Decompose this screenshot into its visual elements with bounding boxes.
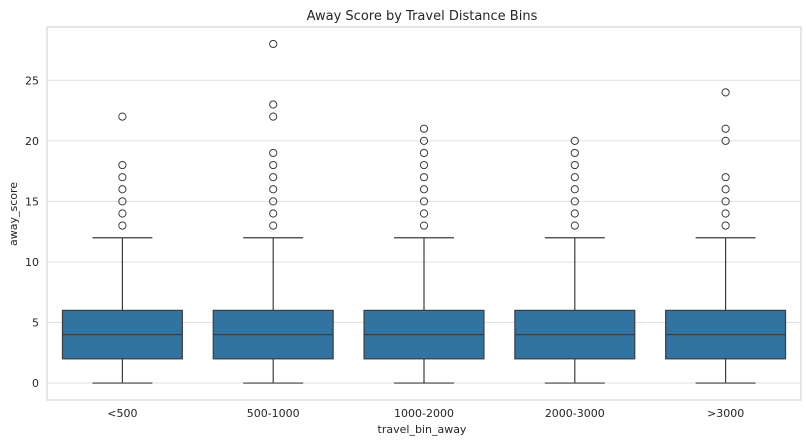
outlier-point bbox=[721, 88, 730, 97]
outlier-point bbox=[269, 148, 278, 158]
outlier-point bbox=[269, 185, 278, 194]
outlier-point bbox=[118, 160, 127, 170]
outlier-point bbox=[269, 209, 278, 218]
outlier-point bbox=[570, 148, 579, 158]
x-axis-ticks: <500 500-1000 1000-2000 2000-3000 >3000 bbox=[107, 407, 744, 420]
outlier-point bbox=[721, 124, 730, 133]
x-tick-label: >3000 bbox=[707, 407, 744, 420]
outlier-point bbox=[269, 197, 278, 206]
outlier-point bbox=[721, 173, 730, 182]
outlier-point bbox=[269, 173, 278, 182]
outlier-point bbox=[419, 160, 429, 170]
outlier-point bbox=[721, 209, 730, 218]
x-tick-label: <500 bbox=[107, 407, 137, 420]
outlier-point bbox=[269, 160, 278, 170]
y-tick-label: 20 bbox=[25, 135, 39, 148]
outlier-point bbox=[118, 221, 127, 230]
outlier-point bbox=[721, 136, 730, 145]
y-axis-label: away_score bbox=[7, 182, 20, 246]
box-group bbox=[363, 124, 485, 384]
x-axis-label: travel_bin_away bbox=[378, 423, 467, 436]
outlier-point bbox=[419, 136, 429, 145]
outlier-point bbox=[570, 221, 579, 230]
x-tick-label: 1000-2000 bbox=[394, 407, 454, 420]
x-tick-label: 2000-3000 bbox=[545, 407, 605, 420]
outlier-point bbox=[419, 185, 429, 194]
box-group bbox=[61, 112, 183, 384]
box-group bbox=[212, 39, 334, 384]
boxes bbox=[61, 39, 787, 384]
outlier-point bbox=[721, 185, 730, 194]
outlier-point bbox=[269, 112, 278, 121]
outlier-point bbox=[570, 173, 579, 182]
plot-area bbox=[46, 26, 802, 401]
outlier-point bbox=[570, 197, 579, 206]
box-group bbox=[665, 88, 787, 384]
outlier-point bbox=[419, 124, 429, 133]
outlier-point bbox=[118, 197, 127, 206]
y-tick-label: 15 bbox=[25, 195, 39, 208]
y-tick-label: 25 bbox=[25, 74, 39, 87]
y-tick-label: 10 bbox=[25, 256, 39, 269]
outlier-point bbox=[419, 148, 429, 158]
chart-title: Away Score by Travel Distance Bins bbox=[307, 9, 538, 24]
outlier-point bbox=[118, 173, 127, 182]
outlier-point bbox=[570, 209, 579, 218]
y-tick-label: 5 bbox=[32, 316, 39, 329]
outlier-point bbox=[721, 221, 730, 230]
outlier-point bbox=[419, 221, 429, 230]
y-axis-ticks: 0 5 10 15 20 25 bbox=[25, 74, 39, 390]
x-tick-label: 500-1000 bbox=[247, 407, 300, 420]
outlier-point bbox=[570, 160, 579, 170]
outlier-point bbox=[269, 221, 278, 230]
outlier-point bbox=[721, 197, 730, 206]
outlier-point bbox=[419, 173, 429, 182]
outlier-point bbox=[419, 197, 429, 206]
outlier-point bbox=[118, 185, 127, 194]
outlier-point bbox=[269, 100, 278, 109]
outlier-point bbox=[269, 39, 278, 49]
outlier-point bbox=[570, 185, 579, 194]
y-tick-label: 0 bbox=[32, 377, 39, 390]
outlier-point bbox=[570, 136, 579, 145]
outlier-point bbox=[118, 209, 127, 218]
outlier-point bbox=[118, 112, 127, 121]
outlier-point bbox=[419, 209, 429, 218]
box-group bbox=[514, 136, 636, 384]
